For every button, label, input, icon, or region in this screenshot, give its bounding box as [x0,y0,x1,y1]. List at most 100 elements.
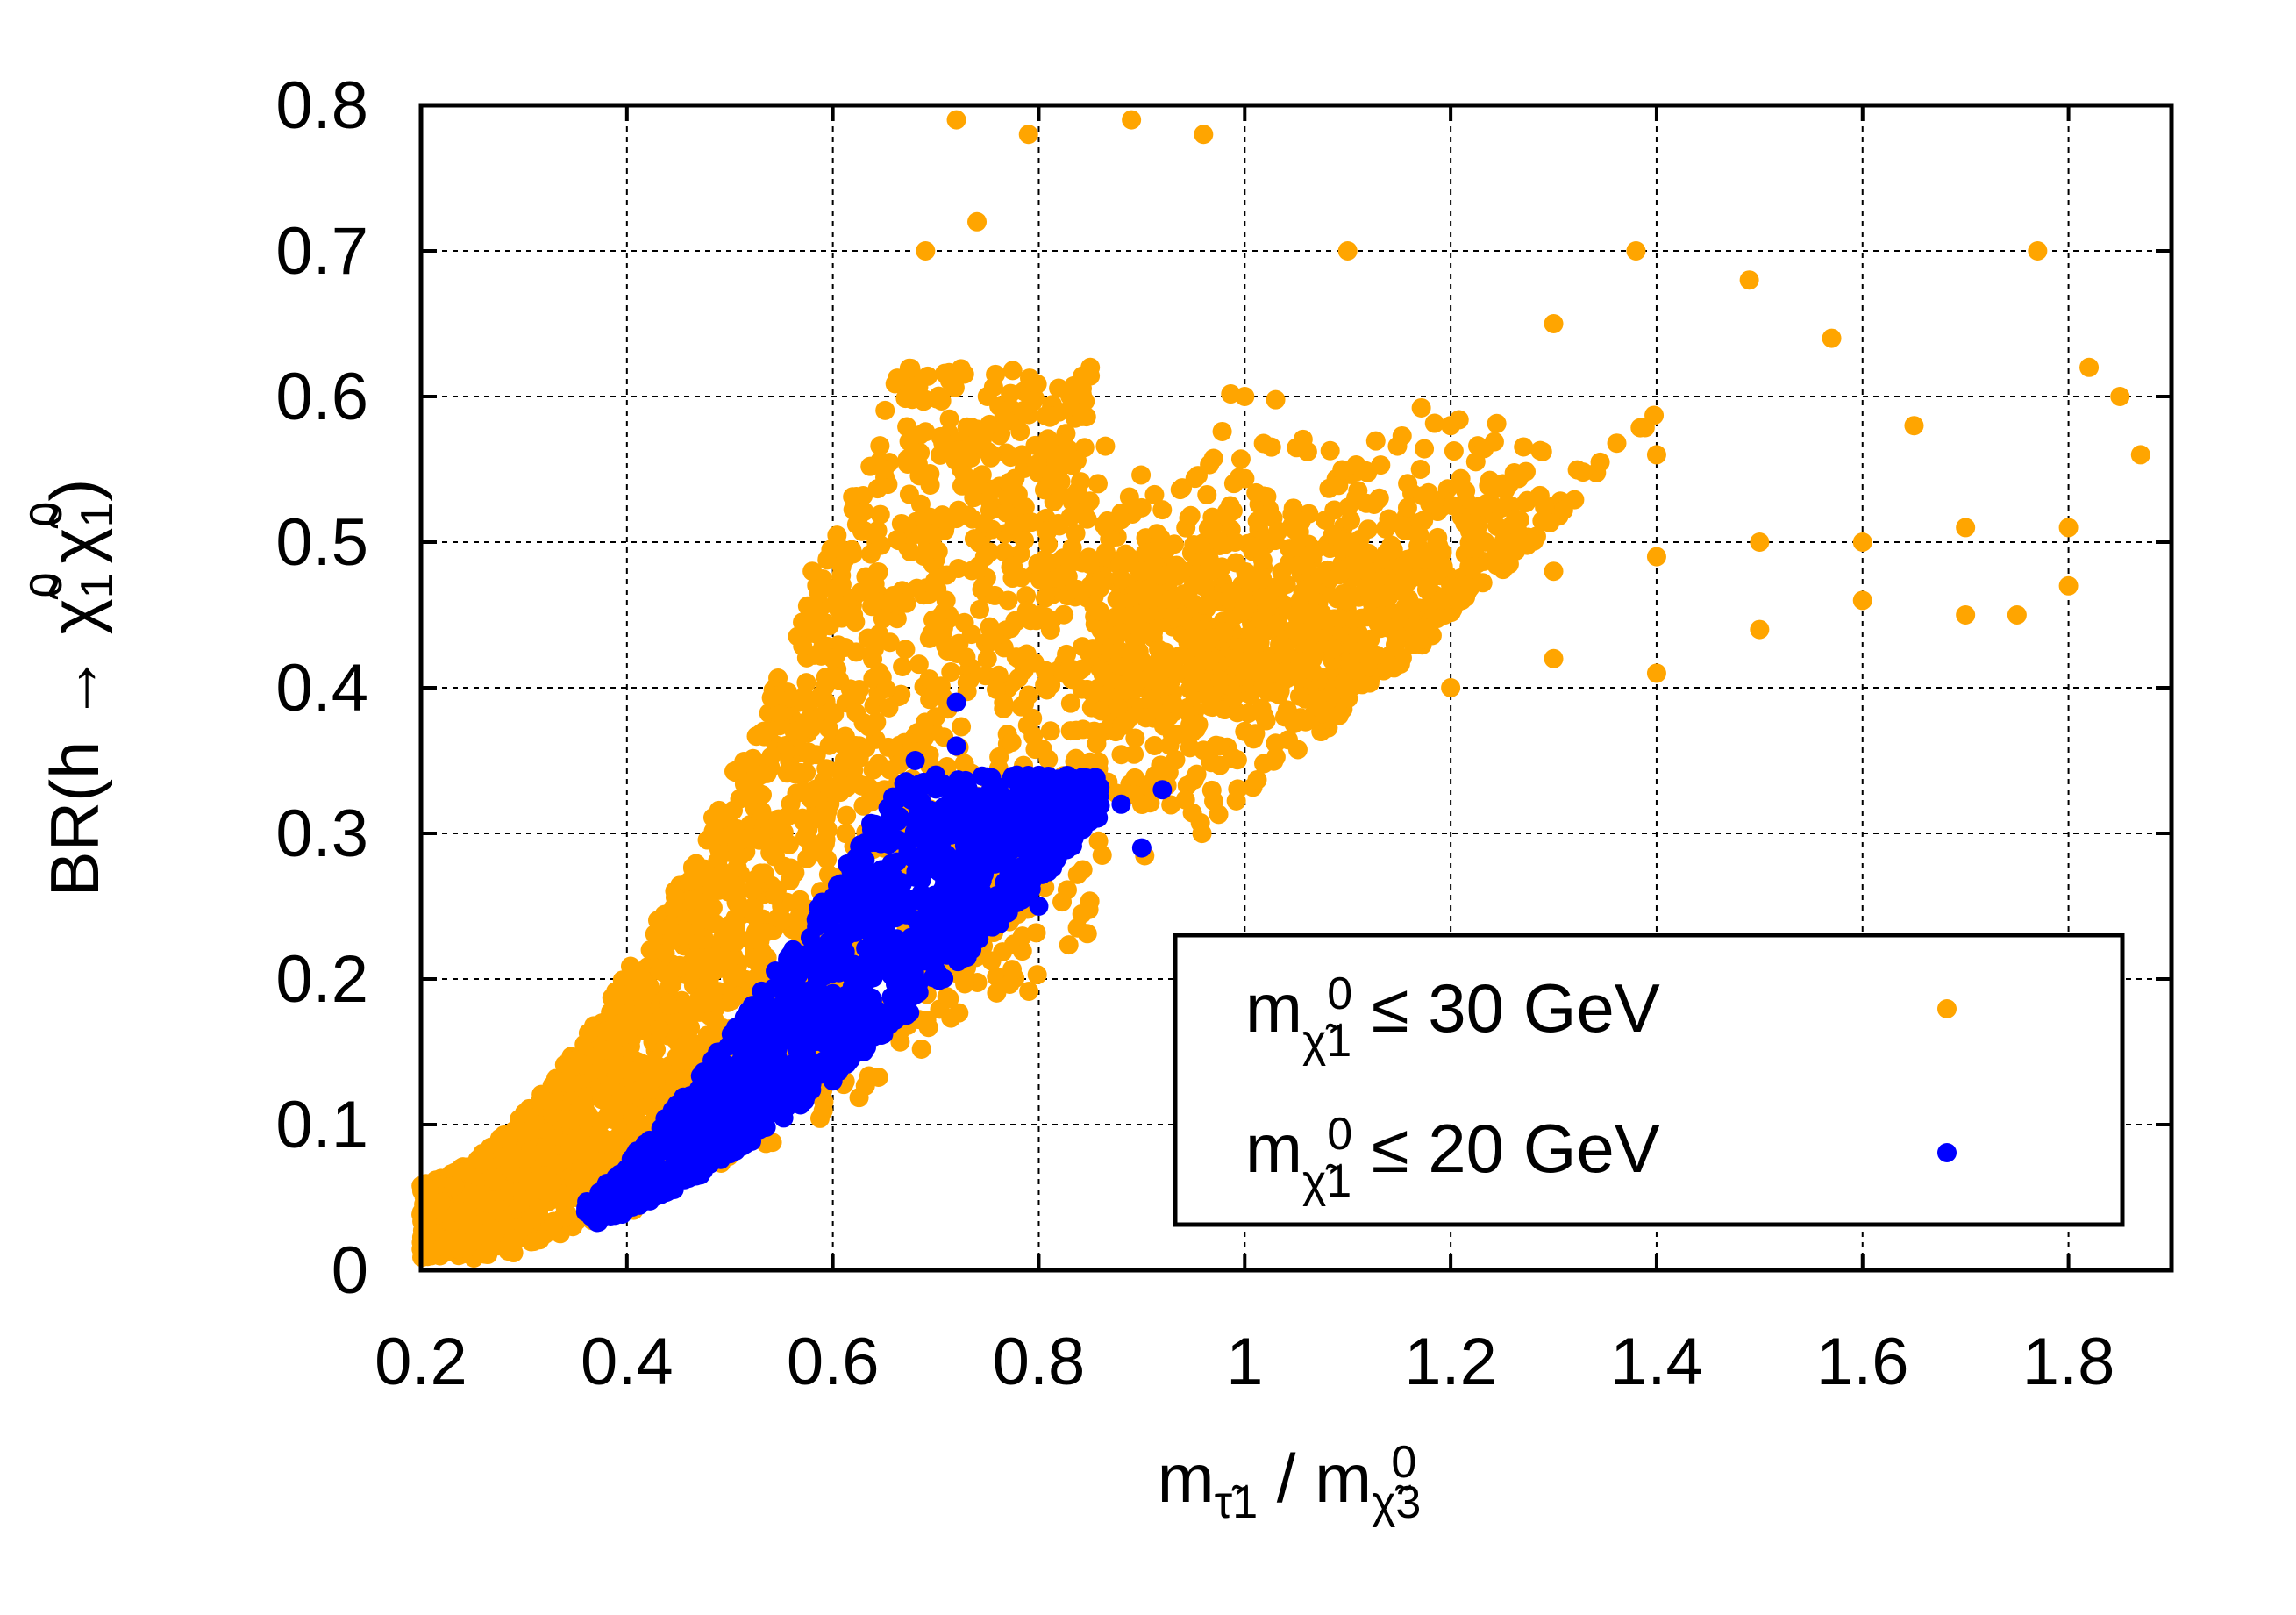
orange-point [500,1158,520,1178]
orange-point [1626,241,1646,261]
orange-point [1247,769,1267,790]
orange-point [457,1205,477,1226]
blue-point [844,985,864,1005]
orange-point [955,974,975,994]
orange-point [1016,586,1037,606]
orange-point [815,676,835,697]
orange-point [859,717,879,737]
orange-point [781,858,801,878]
orange-point [540,1092,560,1112]
orange-point [901,542,921,562]
orange-point [834,732,854,753]
orange-point [854,502,874,522]
blue-point [885,998,905,1018]
blue-point [954,844,974,864]
blue-point [824,1054,844,1075]
orange-point [1072,679,1092,699]
orange-point [1111,510,1131,530]
orange-point [952,717,972,737]
orange-point [1008,484,1028,504]
legend: mχ̃10 ≤ 30 GeV mχ̃10 ≤ 20 GeV [1173,933,2125,1227]
orange-point [2028,241,2048,261]
orange-point [1300,620,1320,640]
y-tick-label: 0.5 [275,505,368,580]
orange-point [890,1032,910,1052]
orange-point [527,1170,547,1190]
orange-point [1435,605,1455,625]
legend-box [1173,933,2125,1227]
orange-point [1646,663,1666,683]
orange-point [1247,511,1267,532]
orange-point [1316,611,1336,631]
blue-point [668,1151,688,1171]
orange-point [1202,561,1223,581]
orange-point [879,592,899,612]
orange-point [1112,569,1132,590]
blue-point [642,1135,662,1155]
orange-point [844,761,864,781]
orange-point [591,1152,611,1172]
orange-point [1018,125,1038,145]
orange-point [1544,648,1564,668]
orange-point [1030,560,1051,580]
orange-point [899,358,919,378]
orange-point [771,824,791,843]
blue-point [915,811,935,832]
orange-point [514,1217,534,1237]
orange-point [1266,733,1286,754]
orange-point [1212,421,1232,441]
orange-point [972,430,992,450]
orange-point [578,1023,598,1043]
orange-point [722,968,742,988]
orange-point [1506,509,1526,529]
orange-point [870,504,890,525]
blue-point [926,765,946,785]
orange-point [1130,580,1150,600]
orange-point [1418,482,1438,503]
blue-point [887,852,907,872]
orange-point [1093,664,1113,684]
blue-point [792,1027,812,1047]
orange-point [946,509,966,529]
blue-point [845,857,865,877]
orange-point [891,513,911,533]
orange-point [1066,523,1086,543]
orange-point [697,1025,717,1046]
orange-point [1323,525,1343,545]
orange-point [1530,440,1551,461]
orange-point [1243,536,1263,556]
orange-point [1273,662,1294,682]
orange-point [730,898,750,918]
blue-point [660,1117,681,1137]
orange-point [797,596,817,616]
blue-point [793,1010,813,1030]
orange-point [1152,500,1173,520]
orange-point [1340,532,1360,553]
orange-point [964,529,984,549]
blue-point [885,897,905,916]
blue-point [811,1023,831,1043]
orange-point [631,1011,652,1031]
orange-point [977,387,997,406]
orange-point [1400,599,1420,619]
blue-point [905,751,925,770]
blue-point [1049,794,1069,814]
orange-point [1203,448,1223,468]
orange-point [941,662,961,682]
orange-point [633,1054,653,1074]
orange-point [765,885,785,905]
orange-point [697,993,717,1013]
orange-point [829,760,849,780]
orange-point [791,690,811,710]
orange-point [1474,439,1494,459]
orange-point [1750,532,1770,552]
orange-point [1080,357,1101,377]
blue-point [1111,794,1131,814]
x-tick-label: 1.2 [1404,1325,1497,1399]
orange-point [911,1039,931,1059]
orange-point [1514,437,1534,457]
orange-point [748,827,768,847]
blue-point [771,1056,791,1076]
orange-point [781,794,801,814]
